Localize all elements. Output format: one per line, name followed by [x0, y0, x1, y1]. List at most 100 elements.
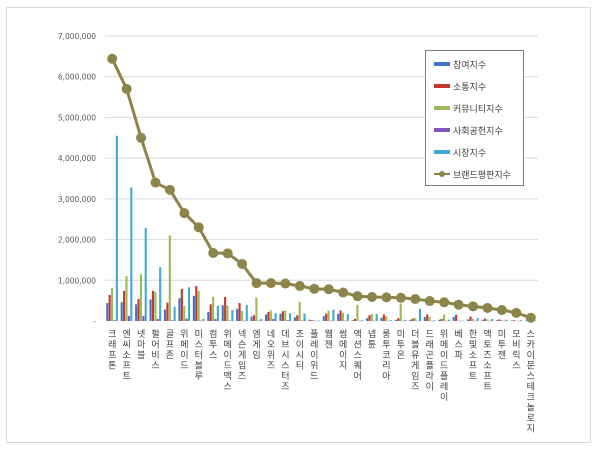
bar — [144, 228, 147, 321]
line-marker — [496, 305, 507, 316]
bar — [505, 319, 508, 321]
bar — [212, 296, 215, 321]
line-marker — [424, 296, 435, 307]
legend-swatch-icon — [434, 128, 450, 132]
bar — [289, 313, 292, 321]
bar — [467, 319, 470, 321]
line-marker — [208, 248, 219, 259]
y-tick-label: 6,000,000 — [58, 73, 96, 82]
bar — [252, 315, 256, 321]
bar — [108, 294, 111, 321]
bar — [457, 320, 460, 322]
bar — [207, 312, 210, 321]
bar — [315, 320, 318, 322]
line-marker — [410, 294, 421, 305]
bar — [375, 314, 378, 321]
line-marker — [222, 248, 233, 259]
legend-item-participation: 참여지수 — [434, 57, 486, 71]
bar — [498, 319, 501, 321]
bar — [135, 304, 138, 321]
bar — [442, 314, 446, 321]
bar — [394, 319, 397, 321]
bar — [180, 288, 183, 321]
line-marker — [136, 132, 147, 143]
line-marker — [338, 287, 349, 298]
bar — [301, 320, 304, 322]
bar — [238, 303, 241, 321]
bar — [322, 316, 325, 321]
bar — [459, 320, 462, 322]
bar — [411, 318, 414, 321]
line-marker — [453, 299, 464, 310]
line-marker — [265, 278, 276, 289]
bar — [397, 318, 400, 321]
bar — [370, 314, 373, 321]
bar — [418, 308, 422, 321]
line-marker — [367, 291, 378, 302]
bar — [423, 316, 426, 321]
bar — [517, 320, 520, 322]
bar — [471, 318, 474, 321]
legend-item-brand-reputation: 브랜드평판지수 — [434, 167, 511, 181]
line-marker — [121, 83, 132, 94]
legend-label: 사회공헌지수 — [453, 126, 503, 137]
legend-swatch-icon — [434, 106, 450, 110]
bar — [272, 318, 275, 321]
bar — [178, 298, 181, 321]
legend-item-community: 커뮤니티지수 — [434, 101, 503, 115]
bar — [269, 310, 272, 321]
bar — [416, 320, 419, 322]
bar — [414, 318, 417, 321]
bar — [440, 318, 443, 321]
line-marker — [107, 53, 118, 64]
bar — [142, 316, 145, 321]
bar — [286, 320, 289, 321]
bar — [404, 319, 407, 321]
bar — [382, 314, 385, 321]
bar — [149, 299, 152, 321]
bar — [264, 314, 268, 321]
bar — [361, 320, 364, 321]
bar — [426, 314, 429, 321]
line-marker — [511, 307, 522, 318]
bar — [491, 318, 494, 321]
bar — [385, 316, 388, 321]
legend: 참여지수 소통지수 커뮤니티지수 사회공헌지수 시장지수 브랜드평판지수 — [425, 50, 524, 186]
line-marker — [309, 283, 320, 294]
bar — [402, 320, 405, 322]
line-marker — [193, 222, 204, 233]
bar — [200, 320, 203, 322]
bar — [168, 235, 171, 321]
bar — [123, 290, 126, 321]
bar — [500, 320, 503, 321]
legend-item-market: 시장지수 — [434, 145, 486, 159]
legend-label: 시장지수 — [453, 148, 487, 159]
bar — [197, 290, 200, 321]
bar — [515, 320, 518, 322]
bar — [399, 303, 402, 321]
bar — [236, 308, 239, 321]
bar — [310, 320, 313, 321]
line-marker — [179, 208, 190, 219]
bar — [332, 309, 335, 321]
bar — [486, 319, 489, 321]
bar — [351, 320, 354, 321]
bar — [127, 316, 130, 321]
bar — [293, 317, 296, 321]
bar — [243, 320, 246, 322]
bar — [120, 302, 123, 321]
bar — [296, 315, 299, 321]
